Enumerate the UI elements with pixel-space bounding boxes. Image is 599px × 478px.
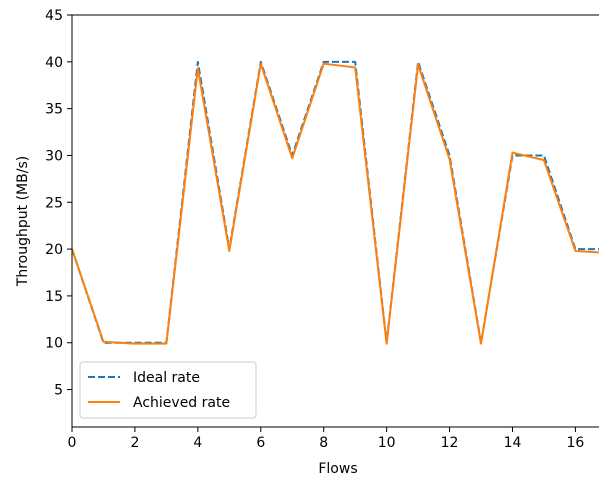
- y-tick-label: 15: [45, 289, 63, 305]
- y-tick-label: 25: [45, 195, 63, 211]
- legend-box: [79, 361, 257, 419]
- axis-ticks: 0 2 4 6 8 10 12 14 16 5 10 15 20 25 30 35 40 45: [45, 8, 584, 451]
- x-tick-label: 0: [68, 435, 77, 451]
- x-tick-label: 12: [441, 435, 459, 451]
- x-tick-label: 2: [130, 435, 139, 451]
- legend: Ideal rate Achieved rate: [79, 361, 257, 419]
- x-tick-label: 4: [193, 435, 202, 451]
- y-tick-label: 45: [45, 8, 63, 24]
- x-tick-label: 10: [378, 435, 396, 451]
- x-tick-label: 16: [566, 435, 584, 451]
- y-tick-label: 10: [45, 336, 63, 352]
- y-tick-label: 40: [45, 55, 63, 71]
- y-tick-label: 35: [45, 102, 63, 118]
- x-axis-label: Flows: [318, 461, 357, 477]
- x-tick-label: 8: [319, 435, 328, 451]
- x-tick-label: 14: [504, 435, 522, 451]
- y-tick-label: 30: [45, 148, 63, 164]
- y-tick-label: 20: [45, 242, 63, 258]
- x-tick-label: 6: [256, 435, 265, 451]
- legend-achieved-rate-label: Achieved rate: [133, 395, 230, 411]
- ideal-rate-line: [72, 60, 599, 344]
- legend-ideal-rate-label: Ideal rate: [133, 370, 200, 386]
- plot-lines: [72, 60, 599, 345]
- y-tick-label: 5: [54, 383, 63, 399]
- achieved-rate-line: [72, 62, 599, 345]
- y-axis-label: Throughput (MB/s): [15, 156, 31, 287]
